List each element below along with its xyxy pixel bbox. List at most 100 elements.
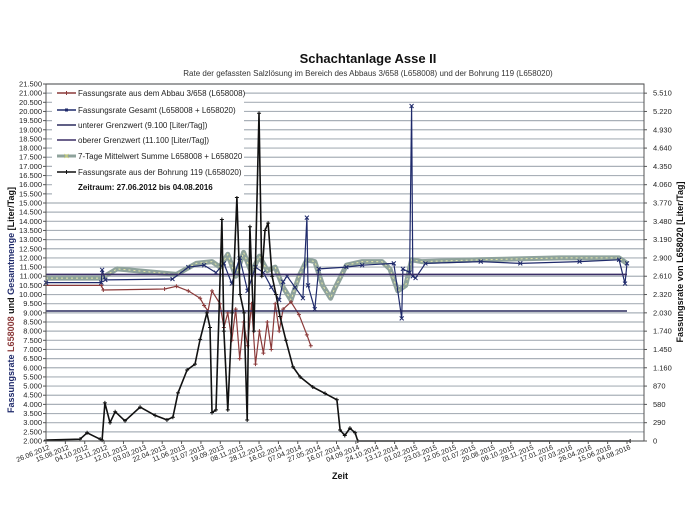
y-tick-label: 19.500 xyxy=(19,116,42,125)
data-point xyxy=(170,276,175,282)
y-tick-label: 5.500 xyxy=(23,372,42,381)
y-right-tick-label: 3.770 xyxy=(653,199,672,208)
x-axis-title: Zeit xyxy=(332,471,348,481)
legend-label: Fassungsrate Gesamt (L658008 + L658020) xyxy=(78,106,236,115)
data-point xyxy=(310,384,315,389)
y-right-tick-label: 1.450 xyxy=(653,345,672,354)
data-point xyxy=(186,288,191,293)
period-note: Zeitraum: 27.06.2012 bis 04.08.2016 xyxy=(78,183,213,192)
y-tick-label: 21.000 xyxy=(19,89,42,98)
data-point xyxy=(162,287,167,292)
y-tick-label: 20.000 xyxy=(19,107,42,116)
data-point xyxy=(624,261,630,266)
y-tick-label: 7.500 xyxy=(23,336,42,345)
data-point xyxy=(253,362,258,367)
y-tick-label: 14.500 xyxy=(19,208,42,217)
legend-label: Fassungsrate aus der Bohrung 119 (L65802… xyxy=(78,168,242,177)
legend: Fassungsrate aus dem Abbau 3/658 (L65800… xyxy=(52,86,246,196)
data-point xyxy=(102,277,108,283)
data-point xyxy=(277,329,282,334)
y-tick-label: 13.500 xyxy=(19,226,42,235)
y-right-tick-label: 1.160 xyxy=(653,363,672,372)
y-tick-label: 16.000 xyxy=(19,180,42,189)
data-point xyxy=(245,417,250,422)
data-point xyxy=(225,407,230,412)
data-point xyxy=(409,103,414,109)
data-point xyxy=(270,274,275,279)
data-point xyxy=(247,224,252,229)
data-point xyxy=(273,301,278,306)
data-point xyxy=(262,228,267,233)
y-right-tick-label: 4.930 xyxy=(653,125,672,134)
data-point xyxy=(102,400,107,405)
ylabel-part: Gesamtmenge xyxy=(6,233,16,295)
data-point xyxy=(316,266,322,272)
legend-label: oberer Grenzwert (11.100 [Liter/Tag]) xyxy=(78,136,209,145)
ylabel-part: Fassungsrate xyxy=(6,352,16,413)
data-point xyxy=(230,310,235,315)
data-point xyxy=(265,320,270,324)
y-right-tick-label: 4.060 xyxy=(653,180,672,189)
legend-marker xyxy=(64,153,69,159)
y-axis-left: 2.0002.5003.0003.5004.0004.5005.0005.500… xyxy=(19,80,46,446)
data-point xyxy=(242,310,247,315)
data-point xyxy=(99,283,104,288)
data-point xyxy=(123,418,128,423)
data-point xyxy=(237,356,242,361)
y-right-tick-label: 2.030 xyxy=(653,308,672,317)
data-point xyxy=(210,288,214,293)
y-right-tick-label: 870 xyxy=(653,382,666,391)
y-tick-label: 3.500 xyxy=(23,409,42,418)
y-tick-label: 9.500 xyxy=(23,299,42,308)
data-point xyxy=(201,262,207,268)
y-right-tick-label: 2.610 xyxy=(653,272,672,281)
data-point xyxy=(338,428,343,433)
y-tick-label: 4.000 xyxy=(23,400,42,409)
y-right-tick-label: 3.480 xyxy=(653,217,672,226)
y-right-tick-label: 1.740 xyxy=(653,327,672,336)
data-point xyxy=(296,312,301,317)
plot-frame xyxy=(45,83,645,442)
data-point xyxy=(305,283,311,288)
y-tick-label: 17.500 xyxy=(19,153,42,162)
data-point xyxy=(291,364,296,369)
data-point xyxy=(304,215,310,220)
data-point xyxy=(277,314,282,319)
y-tick-label: 11.000 xyxy=(20,272,42,281)
chart-title: Schachtanlage Asse II xyxy=(300,51,437,66)
y-right-tick-label: 580 xyxy=(653,400,666,409)
y-right-tick-label: 2.320 xyxy=(653,290,672,299)
data-point xyxy=(283,338,288,343)
data-point xyxy=(292,284,298,290)
y-tick-label: 8.000 xyxy=(23,327,42,336)
data-point xyxy=(98,280,104,285)
data-point xyxy=(138,405,143,410)
y-tick-label: 19.000 xyxy=(19,125,42,134)
data-point xyxy=(359,262,365,268)
data-point xyxy=(274,292,279,297)
data-point xyxy=(174,284,179,289)
y-tick-label: 3.000 xyxy=(23,418,42,427)
y-tick-label: 7.000 xyxy=(23,345,42,354)
data-point xyxy=(208,325,213,330)
data-point xyxy=(204,310,209,315)
y-right-tick-label: 5.510 xyxy=(653,89,672,98)
data-point xyxy=(308,343,313,348)
data-point xyxy=(221,329,226,334)
y-tick-label: 18.500 xyxy=(19,134,42,143)
y-tick-label: 4.500 xyxy=(23,391,42,400)
gridlines xyxy=(46,83,644,442)
data-point xyxy=(251,329,256,334)
data-point xyxy=(202,303,207,308)
legend-label: Fassungsrate aus dem Abbau 3/658 (L65800… xyxy=(78,89,246,98)
y-right-tick-label: 4.640 xyxy=(653,144,672,153)
data-point xyxy=(153,413,158,418)
data-point xyxy=(334,397,339,402)
data-point xyxy=(289,299,294,304)
data-point xyxy=(400,266,406,272)
y-right-tick-label: 5.220 xyxy=(653,107,672,116)
ylabel-part: L658008 xyxy=(6,316,16,352)
series-line-1 xyxy=(46,105,628,319)
data-point xyxy=(413,275,418,281)
